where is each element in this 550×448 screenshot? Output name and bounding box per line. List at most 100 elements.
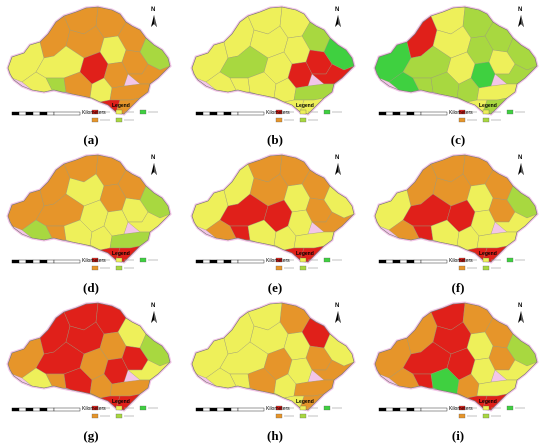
legend-swatch-high xyxy=(275,413,283,419)
scale-unit-label: Kilometers xyxy=(266,406,290,412)
legend-swatch-medium xyxy=(299,405,307,411)
scale-bar xyxy=(195,111,265,116)
legend-swatch-low xyxy=(115,117,123,123)
legend-title: Legend xyxy=(479,103,497,109)
north-label: N xyxy=(335,155,340,161)
north-arrow-icon xyxy=(335,163,341,175)
legend-swatch-high xyxy=(91,117,99,123)
north-label: N xyxy=(518,303,523,309)
panel-label: (e) xyxy=(267,280,283,295)
north-arrow-icon xyxy=(151,163,157,175)
panel-label: (b) xyxy=(267,132,283,147)
legend-title: Legend xyxy=(296,251,314,257)
panel-label: (a) xyxy=(83,132,99,147)
legend-swatch-low xyxy=(115,413,123,419)
province-outline xyxy=(191,6,355,115)
province-outline xyxy=(191,154,355,263)
north-arrow-icon xyxy=(151,311,157,323)
legend-swatch-low xyxy=(482,265,490,271)
legend-title: Legend xyxy=(112,103,130,109)
choropleth-map-f xyxy=(373,153,539,271)
province-outline xyxy=(191,302,355,411)
legend-swatch-very-high xyxy=(458,109,466,115)
legend-swatch-medium xyxy=(115,405,123,411)
legend-swatch-very-high xyxy=(91,257,99,263)
legend-swatch-high xyxy=(275,265,283,271)
map-panel-h: N Legend Kilometers (h) xyxy=(184,296,366,446)
north-label: N xyxy=(335,7,340,13)
legend xyxy=(91,109,158,123)
scale-bar xyxy=(378,259,448,264)
choropleth-map-d xyxy=(6,153,172,271)
legend-swatch-very-low xyxy=(323,257,331,263)
north-label: N xyxy=(151,303,156,309)
north-arrow-icon xyxy=(151,15,157,27)
panel-label: (f) xyxy=(451,280,465,295)
legend-swatch-very-high xyxy=(275,109,283,115)
legend xyxy=(275,405,342,419)
map-panel-g: N Legend Kilometers (g) xyxy=(0,296,182,446)
north-arrow-icon xyxy=(335,15,341,27)
province-outline xyxy=(7,6,171,115)
legend-swatch-very-high xyxy=(458,257,466,263)
legend-swatch-high xyxy=(91,413,99,419)
legend-swatch-low xyxy=(299,413,307,419)
legend-title: Legend xyxy=(296,399,314,405)
map-panel-c: N Legend Kilometers (c) xyxy=(367,0,549,150)
north-label: N xyxy=(518,155,523,161)
north-arrow-icon xyxy=(518,15,524,27)
legend-swatch-low xyxy=(482,117,490,123)
north-label: N xyxy=(151,155,156,161)
legend-swatch-very-low xyxy=(139,405,147,411)
legend-title: Legend xyxy=(112,399,130,405)
province-outline xyxy=(374,302,538,411)
legend-swatch-low xyxy=(299,265,307,271)
legend-swatch-medium xyxy=(299,109,307,115)
choropleth-map-e xyxy=(190,153,356,271)
legend-swatch-medium xyxy=(115,109,123,115)
map-panel-b: N Legend Kilometers (b) xyxy=(184,0,366,150)
panel-label: (d) xyxy=(83,280,99,295)
legend-swatch-low xyxy=(482,413,490,419)
panel-label: (g) xyxy=(83,428,99,443)
legend xyxy=(458,109,525,123)
province-outline xyxy=(374,154,538,263)
north-label: N xyxy=(335,303,340,309)
legend-swatch-medium xyxy=(299,257,307,263)
legend-swatch-high xyxy=(458,117,466,123)
legend-swatch-very-low xyxy=(323,109,331,115)
scale-bar xyxy=(378,407,448,412)
map-panel-f: N Legend Kilometers (f) xyxy=(367,148,549,298)
map-panel-e: N Legend Kilometers (e) xyxy=(184,148,366,298)
legend-swatch-medium xyxy=(115,257,123,263)
north-arrow-icon xyxy=(335,311,341,323)
legend-swatch-very-low xyxy=(506,109,514,115)
legend xyxy=(275,109,342,123)
scale-bar xyxy=(195,407,265,412)
map-panel-d: N Legend Kilometers (d) xyxy=(0,148,182,298)
legend-swatch-very-high xyxy=(275,257,283,263)
choropleth-map-i xyxy=(373,301,539,419)
legend xyxy=(458,257,525,271)
legend-swatch-high xyxy=(91,265,99,271)
map-panel-a: N Legend Kilometers (a) xyxy=(0,0,182,150)
panel-label: (i) xyxy=(451,428,465,443)
legend-swatch-high xyxy=(458,413,466,419)
legend-swatch-very-low xyxy=(139,257,147,263)
scale-unit-label: Kilometers xyxy=(82,110,106,116)
choropleth-map-b xyxy=(190,5,356,123)
province-outline xyxy=(374,6,538,115)
legend-swatch-high xyxy=(275,117,283,123)
legend xyxy=(275,257,342,271)
scale-unit-label: Kilometers xyxy=(449,110,473,116)
legend xyxy=(91,257,158,271)
legend-title: Legend xyxy=(296,103,314,109)
province-outline xyxy=(7,302,171,411)
north-arrow-icon xyxy=(518,311,524,323)
scale-unit-label: Kilometers xyxy=(82,258,106,264)
scale-bar xyxy=(11,259,81,264)
choropleth-map-c xyxy=(373,5,539,123)
legend-swatch-very-low xyxy=(506,257,514,263)
legend-swatch-very-high xyxy=(91,109,99,115)
